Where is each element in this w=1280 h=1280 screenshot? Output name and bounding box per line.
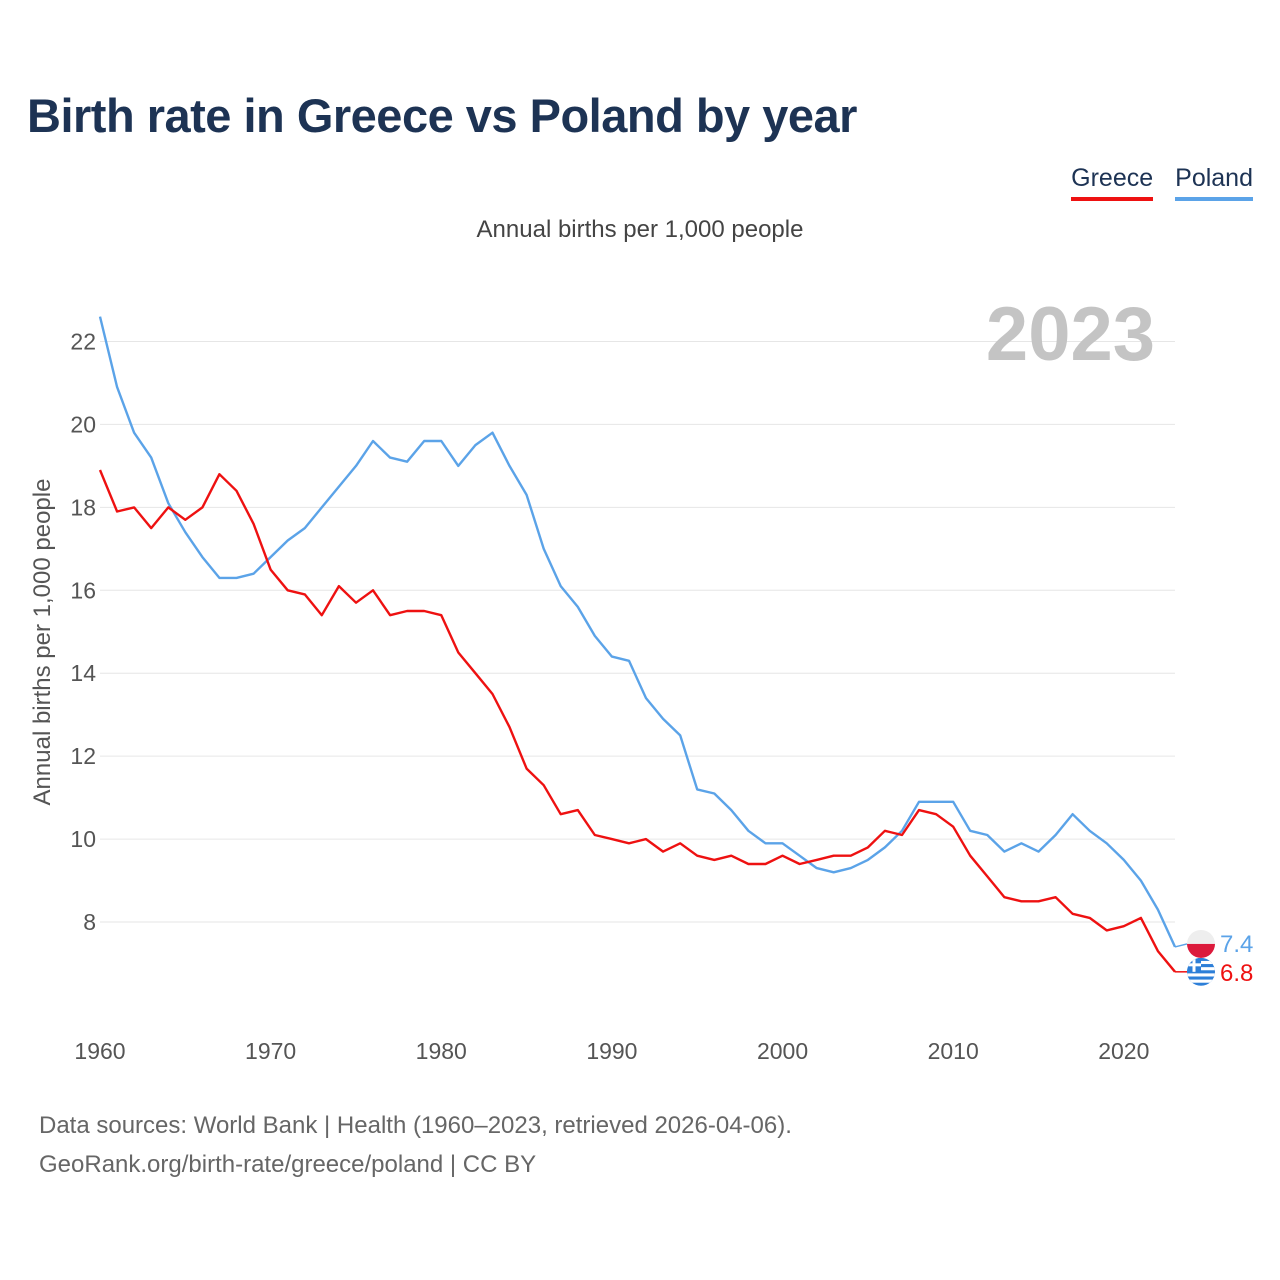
x-tick-label: 1990 bbox=[586, 1038, 637, 1064]
flag-greece-icon bbox=[1187, 957, 1215, 986]
y-tick-label: 14 bbox=[70, 660, 96, 686]
x-tick-label: 1980 bbox=[416, 1038, 467, 1064]
x-axis-ticks: 1960 1970 1980 1990 2000 2010 2020 bbox=[74, 1038, 1149, 1064]
end-connector-poland bbox=[1174, 943, 1188, 948]
end-label-greece: 6.8 bbox=[1220, 960, 1253, 987]
chart-subtitle: Annual births per 1,000 people bbox=[476, 216, 804, 243]
line-chart: 8 10 12 14 16 18 20 22 1960 1970 1980 1990 2000 2010… bbox=[29, 292, 1253, 1064]
end-label-poland: 7.4 bbox=[1220, 931, 1253, 958]
y-tick-label: 8 bbox=[83, 909, 96, 935]
y-tick-label: 18 bbox=[70, 494, 96, 520]
y-axis-label: Annual births per 1,000 people bbox=[29, 479, 56, 806]
legend-item-poland[interactable]: Poland bbox=[1175, 164, 1253, 201]
y-tick-label: 12 bbox=[70, 743, 96, 769]
legend: Greece Poland bbox=[1071, 164, 1253, 201]
y-tick-label: 20 bbox=[70, 411, 96, 437]
x-tick-label: 1970 bbox=[245, 1038, 296, 1064]
x-tick-label: 1960 bbox=[74, 1038, 125, 1064]
year-watermark: 2023 bbox=[986, 292, 1155, 377]
chart-title: Birth rate in Greece vs Poland by year bbox=[27, 89, 857, 142]
source-line-1: Data sources: World Bank | Health (1960–… bbox=[39, 1112, 792, 1139]
y-tick-label: 10 bbox=[70, 826, 96, 852]
y-tick-label: 16 bbox=[70, 577, 96, 603]
y-axis-ticks: 8 10 12 14 16 18 20 22 bbox=[70, 328, 96, 935]
series-line-greece[interactable] bbox=[98, 469, 1176, 973]
end-markers: 6.87.4 bbox=[1174, 929, 1253, 987]
series-line-poland[interactable] bbox=[98, 316, 1177, 948]
y-tick-label: 22 bbox=[70, 328, 96, 354]
flag-poland-icon bbox=[1187, 929, 1215, 958]
grid-lines bbox=[100, 340, 1175, 923]
source-note: Data sources: World Bank | Health (1960–… bbox=[39, 1106, 792, 1184]
x-tick-label: 2010 bbox=[928, 1038, 979, 1064]
x-tick-label: 2000 bbox=[757, 1038, 808, 1064]
series-lines bbox=[98, 316, 1177, 973]
source-line-2[interactable]: GeoRank.org/birth-rate/greece/poland | C… bbox=[39, 1151, 537, 1178]
x-tick-label: 2020 bbox=[1098, 1038, 1149, 1064]
legend-item-greece[interactable]: Greece bbox=[1071, 164, 1154, 201]
